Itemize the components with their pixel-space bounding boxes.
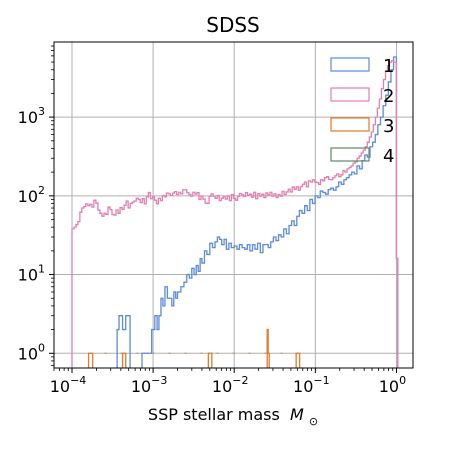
x-tick-label: 100 xyxy=(379,374,406,396)
grid-lines xyxy=(54,42,413,368)
y-tick-label: 102 xyxy=(18,184,45,206)
x-axis-label: SSP stellar mass M ⊙ xyxy=(148,405,318,428)
series-2-histogram xyxy=(71,60,399,368)
series-layer xyxy=(71,56,399,368)
legend-label-2: 2 xyxy=(383,86,394,107)
legend-label-3: 3 xyxy=(383,116,394,137)
legend-label-4: 4 xyxy=(383,146,394,167)
series-3-histogram xyxy=(87,328,301,368)
series-1-outline xyxy=(116,56,399,368)
series-3-outline xyxy=(87,328,301,368)
legend-label-1: 1 xyxy=(383,56,394,77)
chart-title: SDSS xyxy=(206,13,260,37)
plot-frame xyxy=(53,41,414,369)
x-axis-label-subscript: ⊙ xyxy=(309,415,318,428)
y-tick-label: 101 xyxy=(18,263,45,285)
legend-swatch-3 xyxy=(330,117,370,132)
y-tick-label: 100 xyxy=(18,341,45,363)
series-2-outline xyxy=(71,60,399,368)
y-tick-label: 103 xyxy=(18,105,45,127)
x-axis-label-symbol: M xyxy=(290,405,304,424)
y-axis-ticks: 100 101 102 103 xyxy=(18,45,54,366)
series-1-histogram xyxy=(116,56,399,368)
x-axis-ticks: 10−4 10−3 10−2 10−1 100 xyxy=(50,368,406,396)
x-tick-label: 10−2 xyxy=(212,374,249,396)
x-tick-label: 10−1 xyxy=(293,374,330,396)
legend-swatch-4 xyxy=(330,147,370,162)
x-tick-label: 10−3 xyxy=(131,374,168,396)
legend-swatch-1 xyxy=(330,57,370,72)
legend: 1 2 3 4 xyxy=(330,56,394,167)
x-tick-label: 10−4 xyxy=(50,374,87,396)
x-axis-label-text: SSP stellar mass xyxy=(148,405,280,424)
legend-swatch-2 xyxy=(330,87,370,102)
